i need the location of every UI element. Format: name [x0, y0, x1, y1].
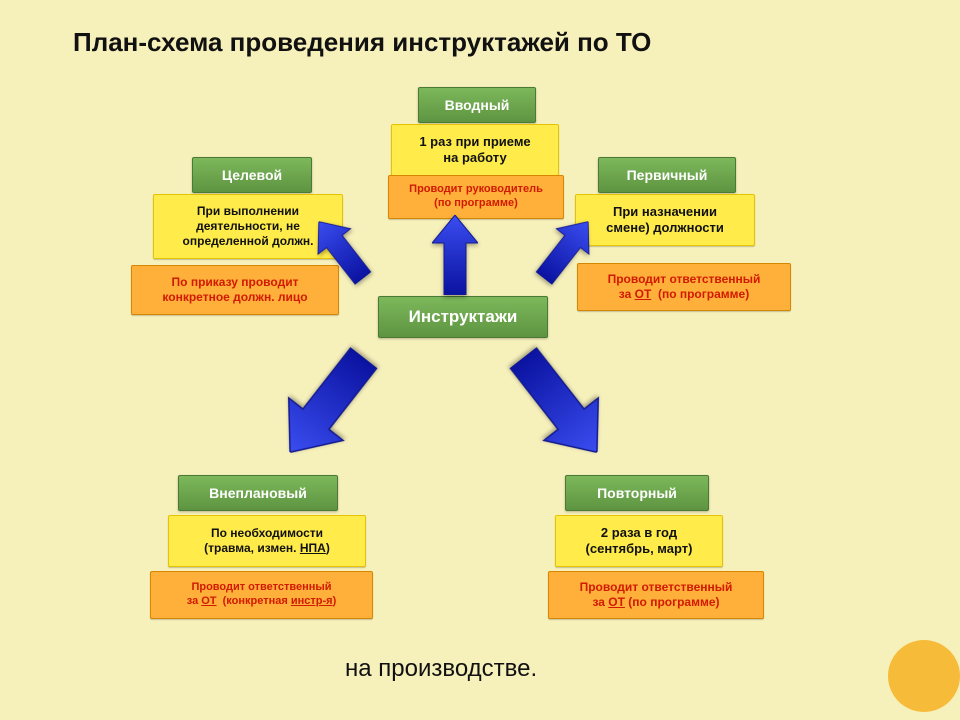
branch-righttop-orange: Проводит ответственныйза ОТ (по программ…	[577, 263, 791, 311]
branch-rightbot-yellow: 2 раза в год(сентябрь, март)	[555, 515, 723, 567]
arrow-bottom-right	[476, 321, 644, 489]
branch-top-yellow: 1 раз при приемена работу	[391, 124, 559, 176]
page-subtitle: на производстве.	[345, 655, 537, 683]
branch-leftbot-green: Внеплановый	[178, 475, 338, 511]
branch-lefttop-orange: По приказу проводитконкретное должн. лиц…	[131, 265, 339, 315]
branch-top-green: Вводный	[418, 87, 536, 123]
branch-righttop-green: Первичный	[598, 157, 736, 193]
branch-leftbot-orange: Проводит ответственныйза ОТ (конкретная …	[150, 571, 373, 619]
branch-lefttop-green: Целевой	[192, 157, 312, 193]
branch-rightbot-green: Повторный	[565, 475, 709, 511]
branch-rightbot-orange: Проводит ответственныйза ОТ (по программ…	[548, 571, 764, 619]
arrow-bottom-left	[243, 321, 411, 489]
decorative-circle	[888, 640, 960, 712]
arrow-up	[432, 215, 478, 295]
branch-leftbot-yellow: По необходимости(травма, измен. НПА)	[168, 515, 366, 567]
branch-top-orange: Проводит руководитель(по программе)	[388, 175, 564, 219]
page-title: План-схема проведения инструктажей по ТО	[73, 27, 651, 58]
hub-label: Инструктажи	[378, 296, 548, 338]
